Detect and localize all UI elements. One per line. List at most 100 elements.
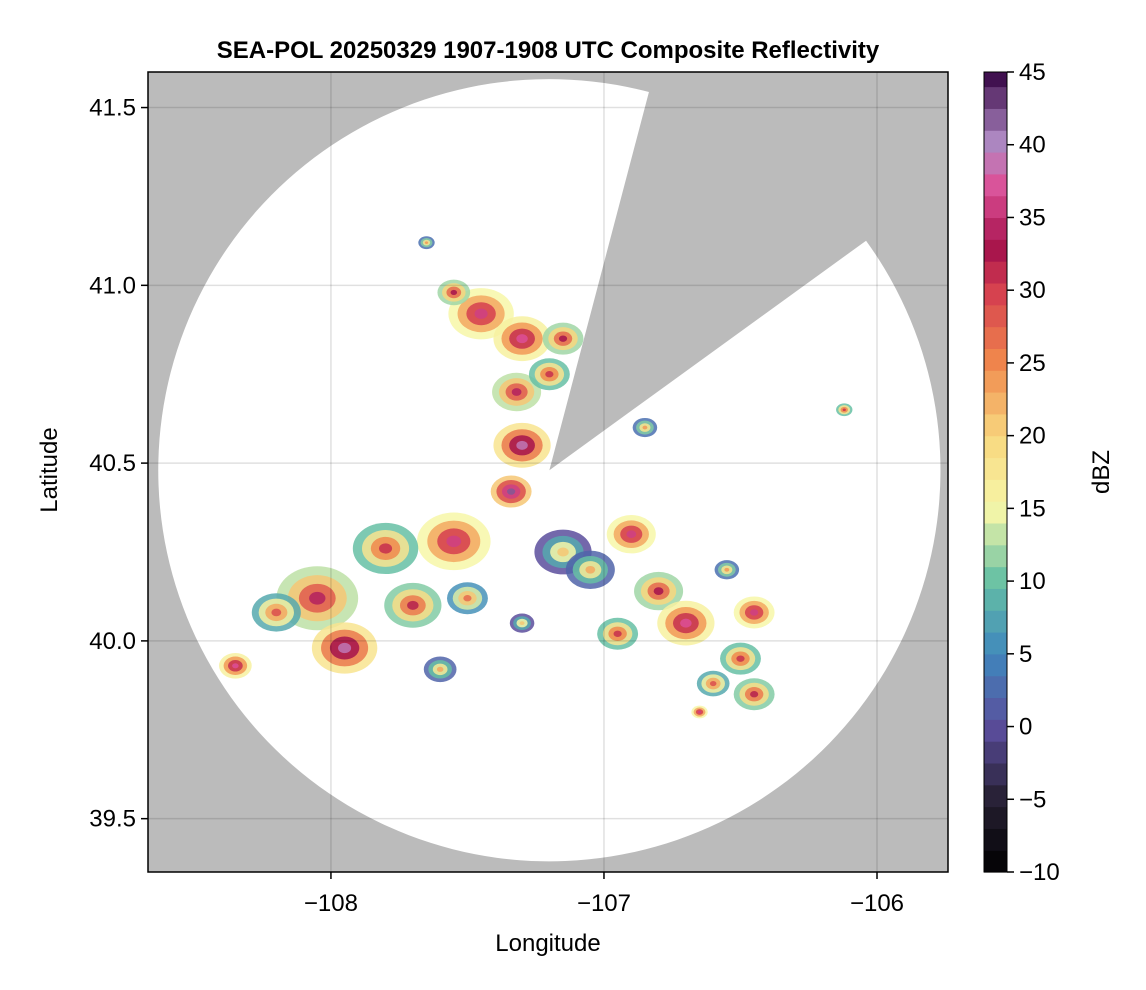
echo-ring — [379, 543, 393, 554]
echo-ring — [585, 565, 596, 574]
echo-ring — [474, 308, 488, 319]
colorbar-band — [984, 632, 1007, 655]
x-tick-label: −106 — [850, 890, 904, 917]
echo-cell — [493, 316, 551, 362]
echo-ring — [750, 691, 759, 698]
echo-ring — [653, 587, 664, 595]
echo-cell — [447, 582, 488, 615]
colorbar-tick-label: 30 — [1019, 277, 1046, 304]
colorbar-tick-label: 25 — [1019, 350, 1046, 377]
echo-ring — [724, 567, 730, 572]
echo-ring — [232, 663, 239, 669]
echo-cell — [720, 642, 761, 675]
colorbar-frame — [983, 71, 1008, 873]
colorbar-band — [984, 413, 1007, 437]
colorbar-band — [984, 850, 1007, 873]
colorbar-band — [984, 544, 1007, 568]
echo-cell — [423, 656, 457, 683]
colorbar-band — [984, 610, 1007, 633]
colorbar-band — [984, 653, 1007, 677]
echo-cell — [417, 512, 491, 571]
echo-ring — [309, 591, 326, 605]
colorbar-band — [984, 217, 1007, 240]
echo-cell — [490, 475, 532, 508]
echo-ring — [697, 710, 702, 714]
colorbar-band — [984, 435, 1007, 459]
echo-cell — [542, 322, 584, 355]
echo-ring — [338, 642, 352, 654]
y-axis-label: Latitude — [36, 427, 63, 512]
x-tick-label: −107 — [577, 890, 631, 917]
colorbar-band — [984, 195, 1007, 219]
colorbar-band — [984, 675, 1007, 699]
colorbar-ticks: −10 −5 0 5 10 15 20 25 30 35 40 45 — [1007, 59, 1060, 886]
colorbar-band — [984, 348, 1007, 371]
echo-ring — [642, 425, 648, 430]
colorbar-tick-label: −5 — [1019, 786, 1046, 813]
colorbar-tick-label: −10 — [1019, 859, 1060, 886]
echo-cell — [352, 522, 419, 575]
colorbar-tick-label: 40 — [1019, 132, 1046, 159]
colorbar-band — [984, 828, 1007, 851]
colorbar-band — [984, 806, 1007, 829]
echo-ring — [750, 609, 759, 616]
colorbar-bands — [983, 71, 1008, 873]
echo-cell — [528, 358, 570, 391]
echo-cell — [657, 600, 715, 646]
echo-cell — [251, 593, 301, 632]
colorbar-band — [984, 108, 1007, 131]
echo-ring — [557, 547, 569, 557]
echo-ring — [511, 388, 522, 396]
colorbar-tick-label: 10 — [1019, 568, 1046, 595]
echo-ring — [507, 488, 516, 495]
chart-title: SEA-POL 20250329 1907-1908 UTC Composite… — [217, 37, 880, 64]
echo-cell — [606, 515, 656, 554]
echo-ring — [680, 618, 692, 628]
echo-cell — [437, 279, 471, 306]
echo-ring — [736, 655, 745, 662]
colorbar-band — [984, 282, 1007, 306]
colorbar-band — [984, 152, 1007, 175]
echo-cell — [836, 403, 853, 417]
echo-ring — [516, 334, 528, 344]
colorbar-band — [984, 522, 1007, 546]
colorbar-band — [984, 173, 1007, 197]
echo-cell — [632, 417, 658, 438]
echo-cell — [492, 372, 542, 412]
colorbar-band — [984, 719, 1007, 742]
plot-frame — [147, 71, 949, 873]
echo-cell — [219, 652, 252, 679]
x-tick-label: −108 — [304, 890, 358, 917]
y-tick-label: 40.0 — [89, 628, 136, 655]
x-axis-label: Longitude — [495, 930, 600, 957]
echo-layer — [219, 236, 853, 719]
colorbar-band — [984, 588, 1007, 611]
echo-cell — [384, 582, 442, 628]
echo-cell — [565, 550, 615, 589]
echo-cell — [534, 529, 592, 575]
echo-cell — [597, 617, 639, 650]
colorbar-band — [984, 304, 1007, 328]
echo-cell — [634, 571, 684, 611]
echo-ring — [558, 335, 568, 342]
colorbar-tick-label: 35 — [1019, 204, 1046, 231]
y-tick-label: 39.5 — [89, 806, 136, 833]
echo-cell — [691, 705, 708, 719]
colorbar-band — [984, 130, 1007, 153]
colorbar-band — [984, 239, 1007, 262]
echo-cell — [714, 560, 740, 580]
colorbar-band — [984, 72, 1007, 88]
echo-cell — [733, 678, 775, 711]
colorbar-tick-label: 5 — [1019, 641, 1032, 668]
y-axis: 39.5 40.0 40.5 41.0 41.5 — [89, 95, 148, 833]
colorbar-band — [984, 392, 1007, 415]
echo-ring — [519, 621, 525, 626]
colorbar-band — [984, 86, 1007, 109]
echo-ring — [545, 371, 554, 378]
echo-cell — [509, 613, 535, 633]
echo-ring — [407, 600, 419, 610]
colorbar-band — [984, 741, 1007, 764]
y-tick-label: 41.5 — [89, 95, 136, 122]
colorbar-tick-label: 15 — [1019, 495, 1046, 522]
echo-cell — [696, 670, 730, 697]
